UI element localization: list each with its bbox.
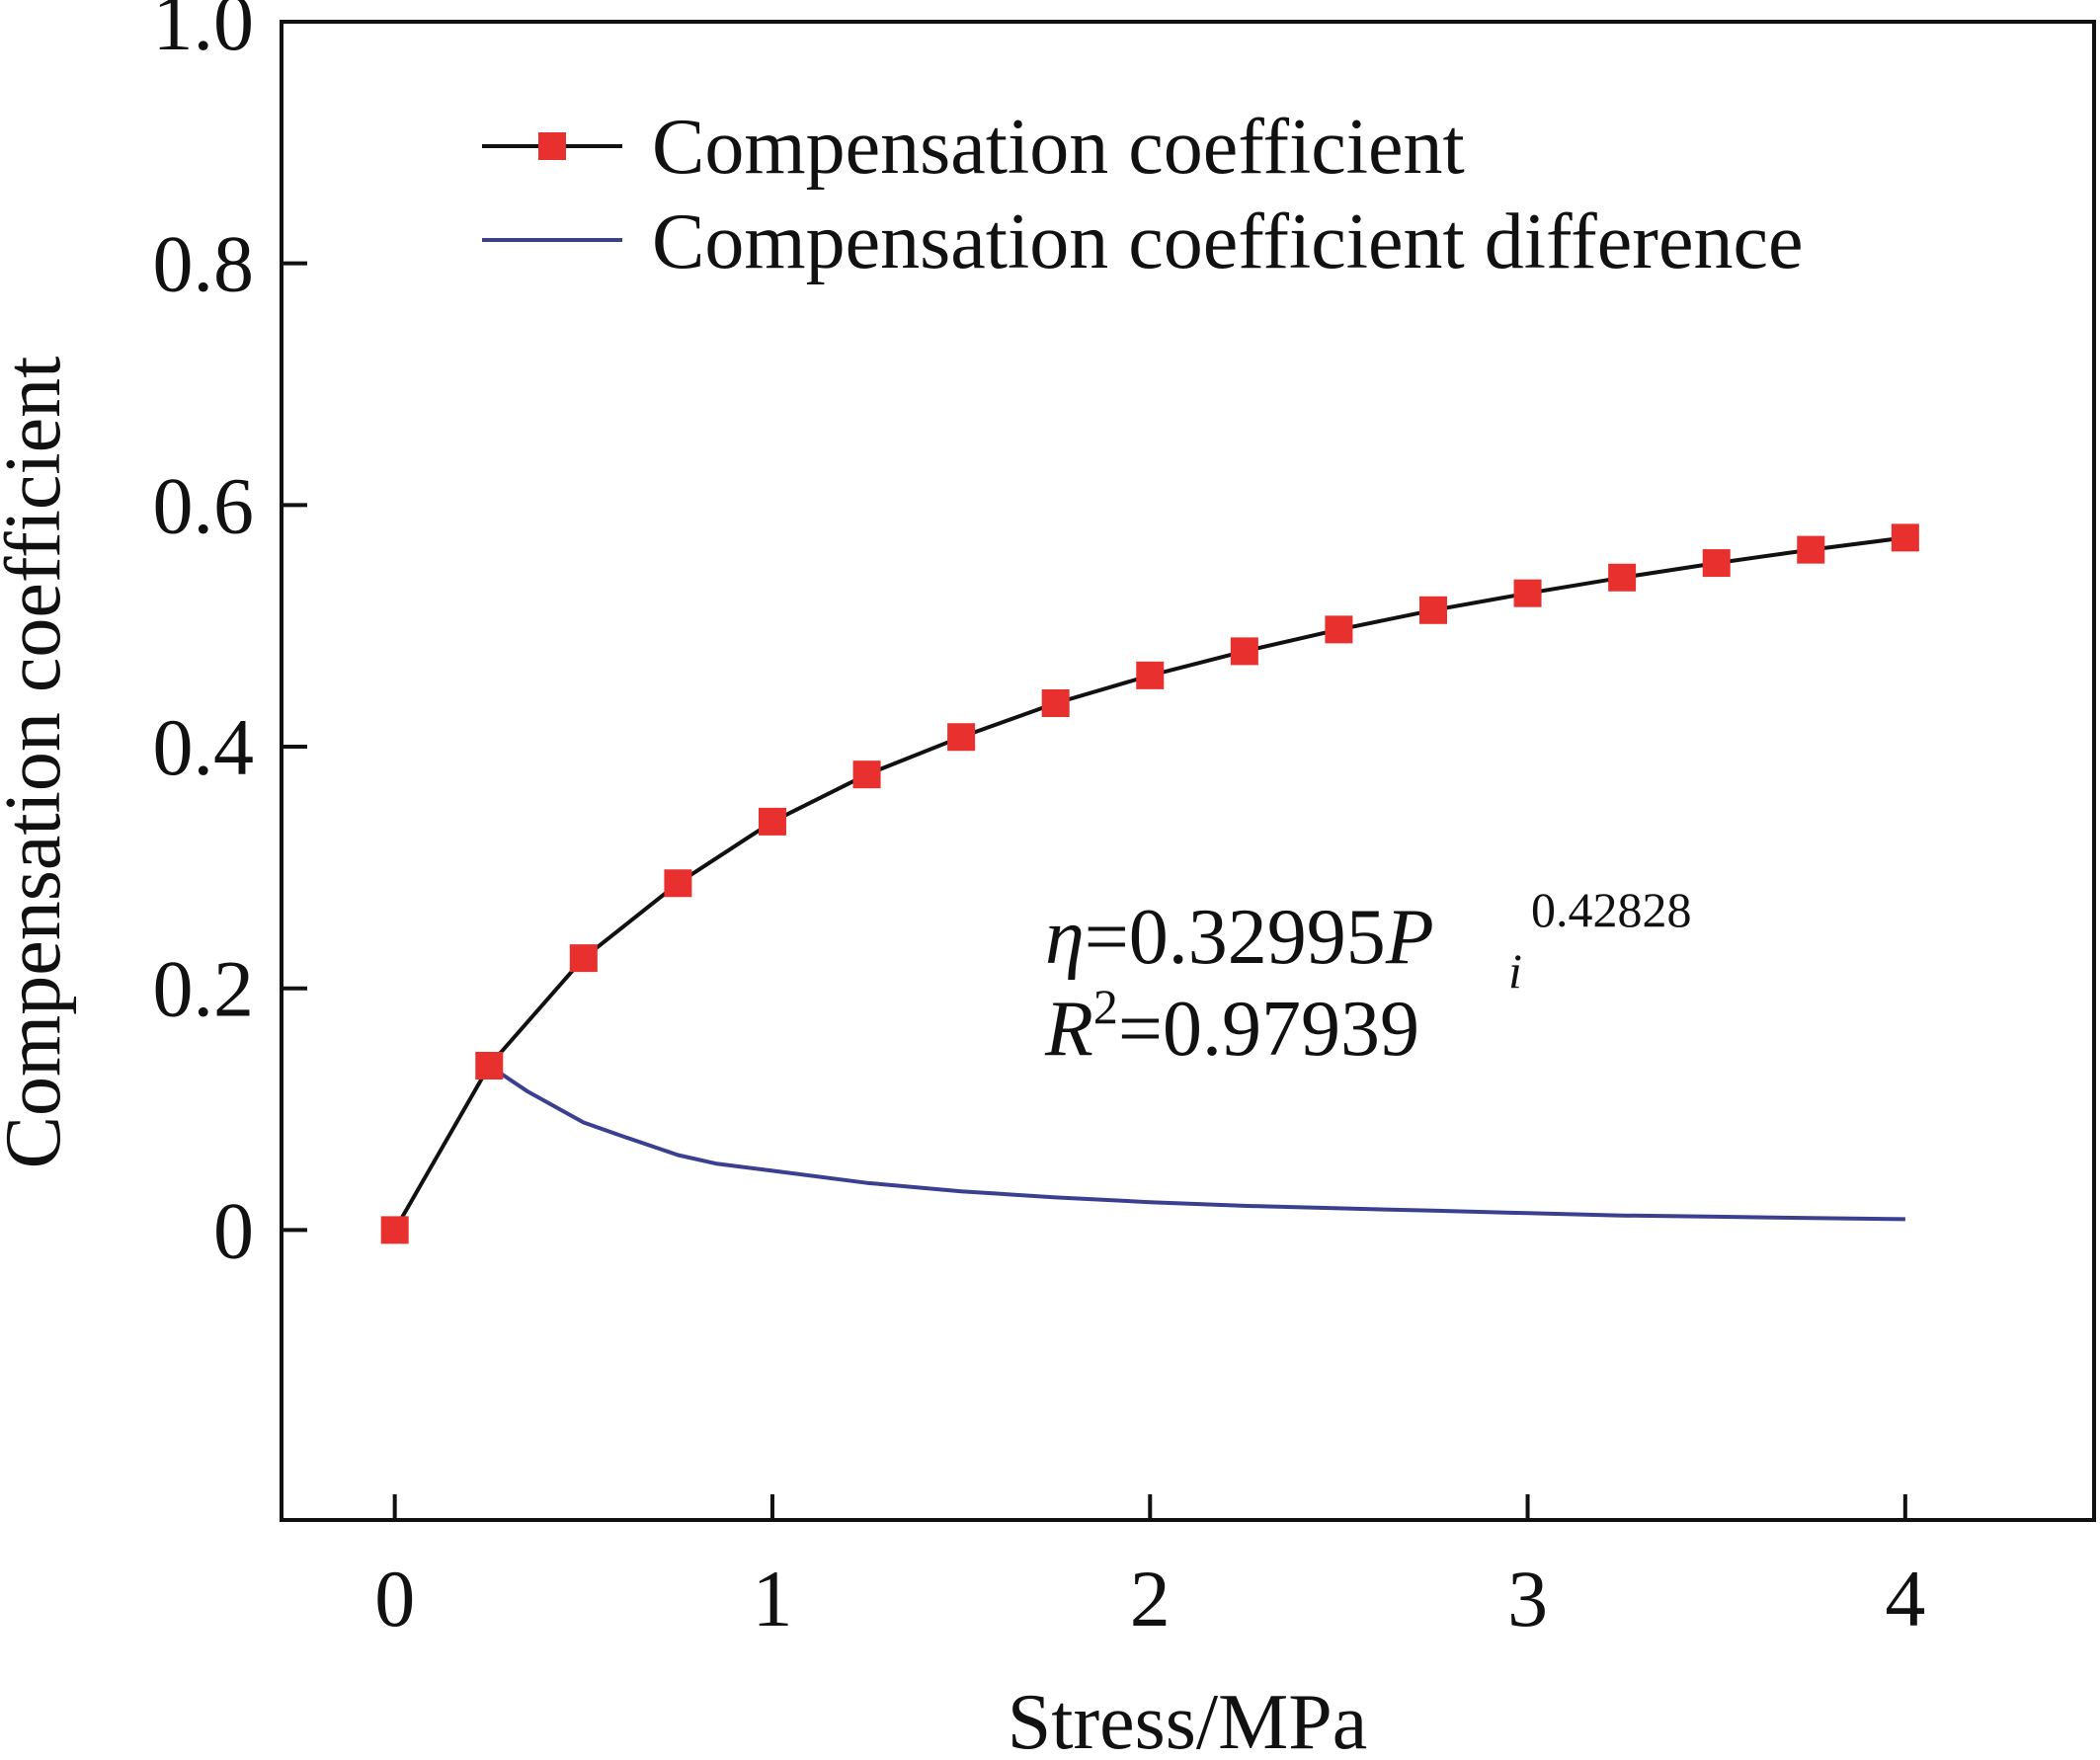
data-point-marker — [475, 1052, 504, 1080]
y-tick-label: 0 — [213, 1185, 254, 1275]
equation-line: η=0.32995P — [1045, 894, 1434, 981]
y-tick-label: 0.6 — [153, 460, 255, 550]
fit-equation-annotation: η=0.32995P i 0.42828 R2=0.97939 — [1044, 882, 1692, 1073]
data-point-marker — [380, 1216, 409, 1244]
x-axis-ticks: 0 1 2 3 4 — [374, 1494, 1925, 1643]
y-tick-label: 0.2 — [153, 944, 255, 1034]
equation-exponent: 0.42828 — [1531, 882, 1692, 937]
series-line-compensation-coefficient-difference — [488, 1064, 1905, 1222]
equation-coefficient: =0.32995 — [1085, 894, 1386, 981]
legend-marker-compensation-coefficient — [538, 132, 566, 160]
data-point-marker — [1418, 596, 1447, 624]
p-symbol: P — [1385, 894, 1434, 981]
data-point-marker — [1702, 549, 1731, 578]
legend-label-compensation-coefficient-difference: Compensation coefficient difference — [652, 199, 1803, 285]
y-tick-label: 0.4 — [153, 702, 255, 792]
data-point-marker — [1797, 535, 1825, 564]
data-point-marker — [1041, 688, 1070, 717]
series-layer — [380, 523, 1919, 1244]
legend-label-compensation-coefficient: Compensation coefficient — [652, 104, 1465, 191]
x-tick-label: 3 — [1507, 1554, 1548, 1643]
data-point-marker — [1608, 563, 1637, 592]
data-point-marker — [1230, 637, 1258, 666]
data-point-marker — [1513, 579, 1542, 607]
p-subscript: i — [1508, 943, 1522, 999]
x-tick-label: 4 — [1885, 1554, 1925, 1643]
y-tick-label: 0.8 — [153, 219, 255, 309]
r-symbol: R — [1044, 986, 1093, 1073]
x-tick-label: 1 — [752, 1554, 792, 1643]
data-point-marker — [1891, 523, 1919, 552]
data-point-marker — [852, 760, 881, 789]
data-point-marker — [664, 869, 692, 898]
x-axis-title: Stress/MPa — [1008, 1679, 1368, 1755]
data-point-marker — [758, 807, 786, 836]
eta-symbol: η — [1045, 894, 1085, 981]
data-point-marker — [1325, 615, 1353, 644]
x-tick-label: 2 — [1130, 1554, 1171, 1643]
r-squared-line: R2=0.97939 — [1044, 979, 1419, 1073]
y-axis-title: Compensation coefficient — [0, 357, 77, 1169]
legend: Compensation coefficient Compensation co… — [482, 104, 1803, 285]
y-axis-ticks: 0 0.2 0.4 0.6 0.8 1.0 — [153, 0, 307, 1275]
r-superscript: 2 — [1093, 979, 1118, 1034]
x-tick-label: 0 — [374, 1554, 415, 1643]
plot-frame — [280, 20, 2096, 1522]
y-tick-label: 1.0 — [153, 0, 255, 67]
r-value: =0.97939 — [1118, 986, 1419, 1073]
data-point-marker — [569, 944, 598, 973]
data-point-marker — [947, 723, 976, 752]
data-point-marker — [1136, 661, 1165, 689]
